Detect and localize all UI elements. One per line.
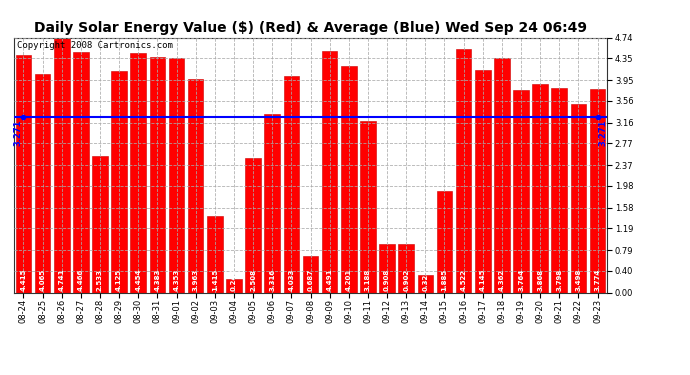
Text: 3.798: 3.798 (556, 269, 562, 291)
Text: 4.145: 4.145 (480, 269, 486, 291)
Text: 4.033: 4.033 (288, 269, 295, 291)
Text: 4.454: 4.454 (135, 269, 141, 291)
Bar (264, 114, 280, 292)
Text: 3.316: 3.316 (269, 269, 275, 291)
Text: 4.491: 4.491 (326, 269, 333, 291)
Text: 4.353: 4.353 (173, 269, 179, 291)
Bar (92, 156, 108, 292)
Bar (571, 104, 586, 292)
Text: 4.466: 4.466 (78, 269, 83, 291)
Text: 4.125: 4.125 (116, 269, 122, 291)
Bar (73, 52, 88, 292)
Bar (284, 75, 299, 292)
Text: 4.741: 4.741 (59, 269, 65, 291)
Bar (34, 74, 50, 292)
Bar (513, 90, 529, 292)
Text: 2.508: 2.508 (250, 269, 256, 291)
Bar (417, 275, 433, 292)
Text: 3.498: 3.498 (575, 269, 582, 291)
Bar (245, 158, 261, 292)
Bar (168, 58, 184, 292)
Text: 3.868: 3.868 (538, 269, 543, 291)
Bar (188, 79, 204, 292)
Text: 4.522: 4.522 (461, 269, 466, 291)
Bar (322, 51, 337, 292)
Text: 4.065: 4.065 (39, 269, 46, 291)
Bar (437, 191, 453, 292)
Text: 2.533: 2.533 (97, 269, 103, 291)
Bar (54, 38, 70, 292)
Bar (533, 84, 548, 292)
Bar (398, 244, 414, 292)
Text: Copyright 2008 Cartronics.com: Copyright 2008 Cartronics.com (17, 41, 172, 50)
Bar (551, 88, 567, 292)
Bar (15, 55, 31, 292)
Bar (150, 57, 165, 292)
Bar (590, 90, 606, 292)
Bar (494, 58, 510, 292)
Text: 3.188: 3.188 (365, 269, 371, 291)
Bar (380, 244, 395, 292)
Bar (303, 255, 318, 292)
Text: 4.362: 4.362 (499, 269, 505, 291)
Text: 3.774: 3.774 (595, 269, 600, 291)
Bar (360, 121, 376, 292)
Bar (130, 53, 146, 292)
Bar (456, 49, 471, 292)
Bar (475, 69, 491, 292)
Text: 4.415: 4.415 (21, 269, 26, 291)
Text: 3.764: 3.764 (518, 269, 524, 291)
Text: 3.963: 3.963 (193, 269, 199, 291)
Text: 4.383: 4.383 (155, 269, 160, 291)
Bar (207, 216, 223, 292)
Title: Daily Solar Energy Value ($) (Red) & Average (Blue) Wed Sep 24 06:49: Daily Solar Energy Value ($) (Red) & Ave… (34, 21, 587, 35)
Bar (341, 66, 357, 292)
Text: 3.271: 3.271 (599, 119, 608, 146)
Text: 1.885: 1.885 (442, 269, 448, 291)
Text: 0.902: 0.902 (403, 269, 409, 291)
Text: 0.687: 0.687 (308, 269, 313, 291)
Text: 0.908: 0.908 (384, 269, 390, 291)
Text: 1.415: 1.415 (212, 269, 218, 291)
Bar (111, 70, 127, 292)
Text: 3.271: 3.271 (13, 119, 22, 146)
Bar (226, 279, 242, 292)
Text: 0.323: 0.323 (422, 269, 428, 291)
Text: 0.248: 0.248 (231, 269, 237, 291)
Text: 4.201: 4.201 (346, 269, 352, 291)
